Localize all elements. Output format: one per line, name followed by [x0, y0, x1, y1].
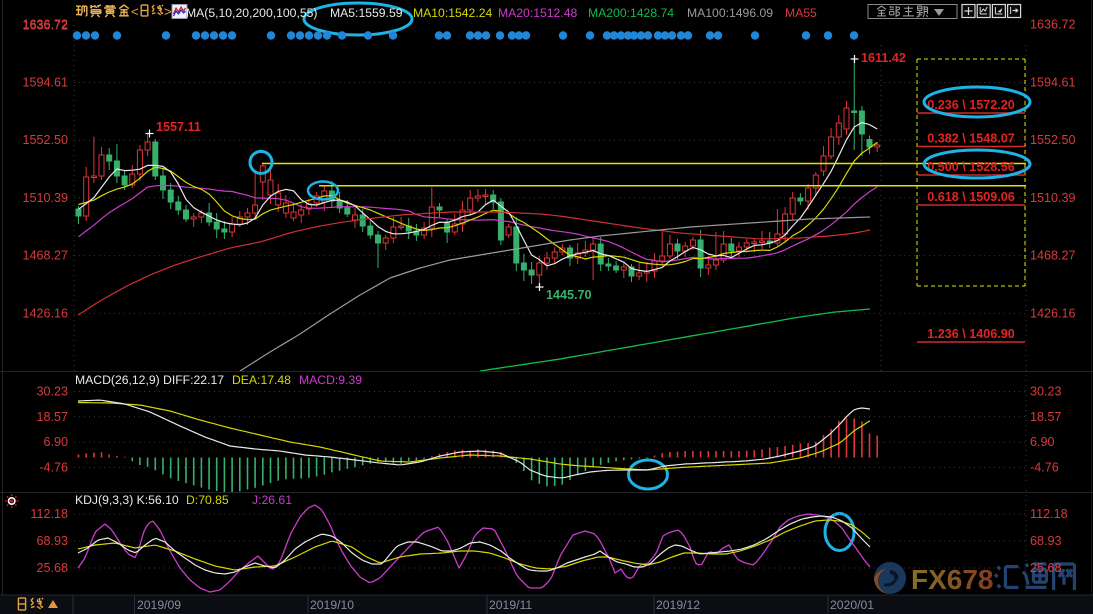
svg-text:1636.72: 1636.72 — [22, 18, 68, 32]
svg-text:0.382 \ 1548.07: 0.382 \ 1548.07 — [927, 132, 1015, 146]
svg-text:2019/10: 2019/10 — [310, 598, 354, 612]
svg-text:1468.27: 1468.27 — [22, 249, 68, 263]
svg-text:1445.70: 1445.70 — [546, 288, 592, 302]
svg-text:18.57: 18.57 — [36, 410, 68, 424]
svg-text:1594.61: 1594.61 — [22, 76, 68, 90]
svg-text:MACD:9.39: MACD:9.39 — [299, 373, 362, 387]
svg-text:25.68: 25.68 — [36, 561, 68, 575]
svg-text:30.23: 30.23 — [36, 385, 68, 399]
svg-text:6.90: 6.90 — [43, 435, 68, 449]
svg-text:112.18: 112.18 — [30, 507, 68, 521]
svg-text:6.90: 6.90 — [1030, 435, 1055, 449]
svg-text:2019/12: 2019/12 — [656, 598, 700, 612]
svg-text:>: > — [164, 4, 172, 19]
svg-text:2020/01: 2020/01 — [830, 598, 874, 612]
svg-text:68.93: 68.93 — [1030, 534, 1062, 548]
svg-text:18.57: 18.57 — [1030, 410, 1062, 424]
svg-text:68.93: 68.93 — [36, 534, 68, 548]
svg-text:1552.50: 1552.50 — [1030, 133, 1076, 147]
svg-text:1426.16: 1426.16 — [1030, 306, 1076, 320]
svg-text:D:70.85: D:70.85 — [186, 493, 229, 507]
svg-text:<: < — [131, 4, 139, 19]
svg-text:MA(5,10,20,200,100,55): MA(5,10,20,200,100,55) — [186, 6, 317, 20]
svg-text:0.500 \ 1528.56: 0.500 \ 1528.56 — [927, 160, 1015, 174]
svg-text:1636.72: 1636.72 — [22, 19, 68, 33]
svg-text:MACD(26,12,9) DIFF:22.17: MACD(26,12,9) DIFF:22.17 — [75, 373, 224, 387]
svg-text:1636.72: 1636.72 — [1030, 18, 1076, 32]
svg-text:J:26.61: J:26.61 — [252, 493, 292, 507]
svg-text:MA100:1496.09: MA100:1496.09 — [687, 6, 773, 20]
svg-text:MA10:1542.24: MA10:1542.24 — [413, 6, 493, 20]
svg-text:1557.11: 1557.11 — [156, 120, 201, 134]
svg-text:MA55: MA55 — [785, 6, 817, 20]
svg-text:MA5:1559.59: MA5:1559.59 — [330, 6, 403, 20]
svg-text:25.68: 25.68 — [1030, 561, 1062, 575]
svg-text:30.23: 30.23 — [1030, 385, 1062, 399]
svg-text:1552.50: 1552.50 — [22, 133, 68, 147]
svg-text:1510.39: 1510.39 — [1030, 191, 1076, 205]
svg-text:0.618 \ 1509.06: 0.618 \ 1509.06 — [927, 190, 1015, 204]
svg-text:1510.39: 1510.39 — [22, 191, 68, 205]
svg-text:FX678: FX678 — [911, 564, 994, 595]
svg-text:0.236 \ 1572.20: 0.236 \ 1572.20 — [927, 98, 1015, 112]
svg-text:-4.76: -4.76 — [1030, 460, 1059, 474]
svg-text:2019/09: 2019/09 — [137, 598, 181, 612]
svg-text:KDJ(9,3,3) K:56.10: KDJ(9,3,3) K:56.10 — [75, 493, 179, 507]
svg-text:DEA:17.48: DEA:17.48 — [232, 373, 291, 387]
svg-text:1.236 \ 1406.90: 1.236 \ 1406.90 — [927, 327, 1015, 341]
svg-text:MA200:1428.74: MA200:1428.74 — [588, 6, 674, 20]
svg-text:-4.76: -4.76 — [39, 460, 68, 474]
svg-text:1468.27: 1468.27 — [1030, 249, 1076, 263]
svg-text:1426.16: 1426.16 — [22, 306, 68, 320]
svg-text:1594.61: 1594.61 — [1030, 76, 1076, 90]
svg-text:112.18: 112.18 — [1030, 507, 1068, 521]
svg-text:MA20:1512.48: MA20:1512.48 — [498, 6, 578, 20]
svg-text:1611.42: 1611.42 — [861, 51, 906, 65]
svg-text:2019/11: 2019/11 — [489, 598, 532, 612]
